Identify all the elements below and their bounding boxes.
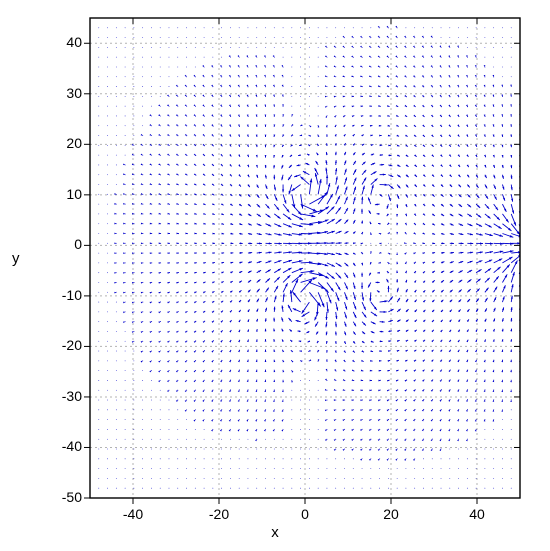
y-tick-label: 40 xyxy=(66,34,82,50)
y-axis-label: y xyxy=(12,248,20,268)
y-tick-label: -40 xyxy=(62,438,82,454)
chart-svg xyxy=(0,0,550,551)
x-tick-label: 0 xyxy=(285,506,325,522)
x-tick-label: -20 xyxy=(199,506,239,522)
y-tick-label: -10 xyxy=(62,287,82,303)
x-tick-label: 40 xyxy=(457,506,497,522)
y-tick-label: 0 xyxy=(74,236,82,252)
x-axis-label: x xyxy=(0,524,550,547)
y-tick-label: 30 xyxy=(66,85,82,101)
y-tick-label: -30 xyxy=(62,388,82,404)
vector-field-figure: x y -40 -20 0 20 40 -50 -40 -30 -20 -10 0 10 20 30 40 xyxy=(0,0,550,551)
y-tick-label: 10 xyxy=(66,186,82,202)
x-tick-label: 20 xyxy=(371,506,411,522)
x-tick-label: -40 xyxy=(113,506,153,522)
y-tick-label: 20 xyxy=(66,135,82,151)
y-tick-label: -20 xyxy=(62,337,82,353)
y-tick-label: -50 xyxy=(62,489,82,505)
